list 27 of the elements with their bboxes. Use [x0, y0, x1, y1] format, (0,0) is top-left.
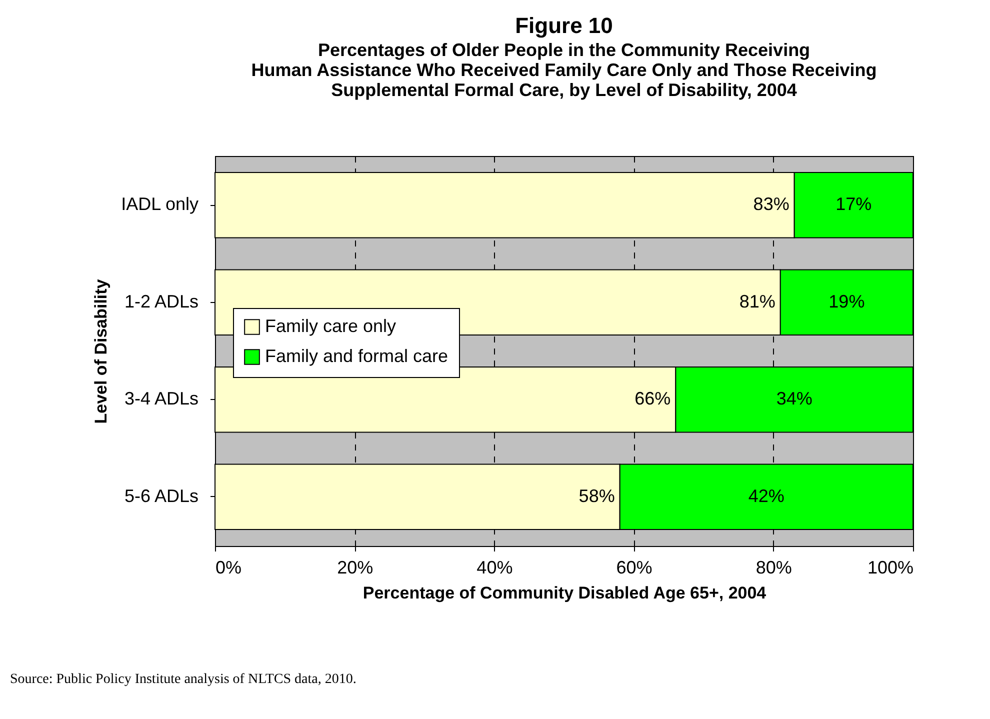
x-axis-title: Percentage of Community Disabled Age 65+, 2004 — [362, 584, 767, 602]
legend-label: Family and formal care — [265, 346, 448, 366]
data-label: 19% — [828, 291, 865, 312]
data-label: 66% — [634, 388, 671, 409]
data-label: 58% — [578, 486, 615, 506]
x-tick-label: 0% — [216, 558, 242, 578]
legend-label: Family care only — [265, 316, 396, 336]
source-note: Source: Public Policy Institute analysis of NLTCS data, 2010. — [10, 672, 356, 687]
y-axis-title: Level of Disability — [91, 278, 110, 424]
y-tick-label: 1-2 ADLs — [124, 291, 198, 312]
x-tick-label: 20% — [337, 558, 374, 578]
chart-title: Figure 10 — [515, 13, 613, 38]
y-tick-label: 3-4 ADLs — [124, 388, 198, 409]
data-label: 17% — [836, 194, 872, 214]
x-tick-label: 60% — [616, 558, 652, 578]
x-tick-label: 100% — [867, 558, 914, 578]
x-tick-label: 40% — [476, 558, 513, 578]
text: Human Assistance Who Received Family Care Only and Those Receiving — [251, 60, 877, 80]
y-tick-label: IADL only — [121, 194, 198, 214]
data-label: 42% — [748, 486, 784, 506]
x-tick-label: 80% — [756, 558, 792, 578]
data-label: 34% — [776, 388, 812, 409]
y-tick-label: 5-6 ADLs — [124, 486, 198, 506]
data-label: 83% — [753, 194, 790, 214]
data-label: 81% — [739, 291, 776, 312]
text: Percentages of Older People in the Community Receiving — [318, 40, 810, 60]
text: Supplemental Formal Care, by Level of Disability, 2004 — [331, 80, 797, 100]
